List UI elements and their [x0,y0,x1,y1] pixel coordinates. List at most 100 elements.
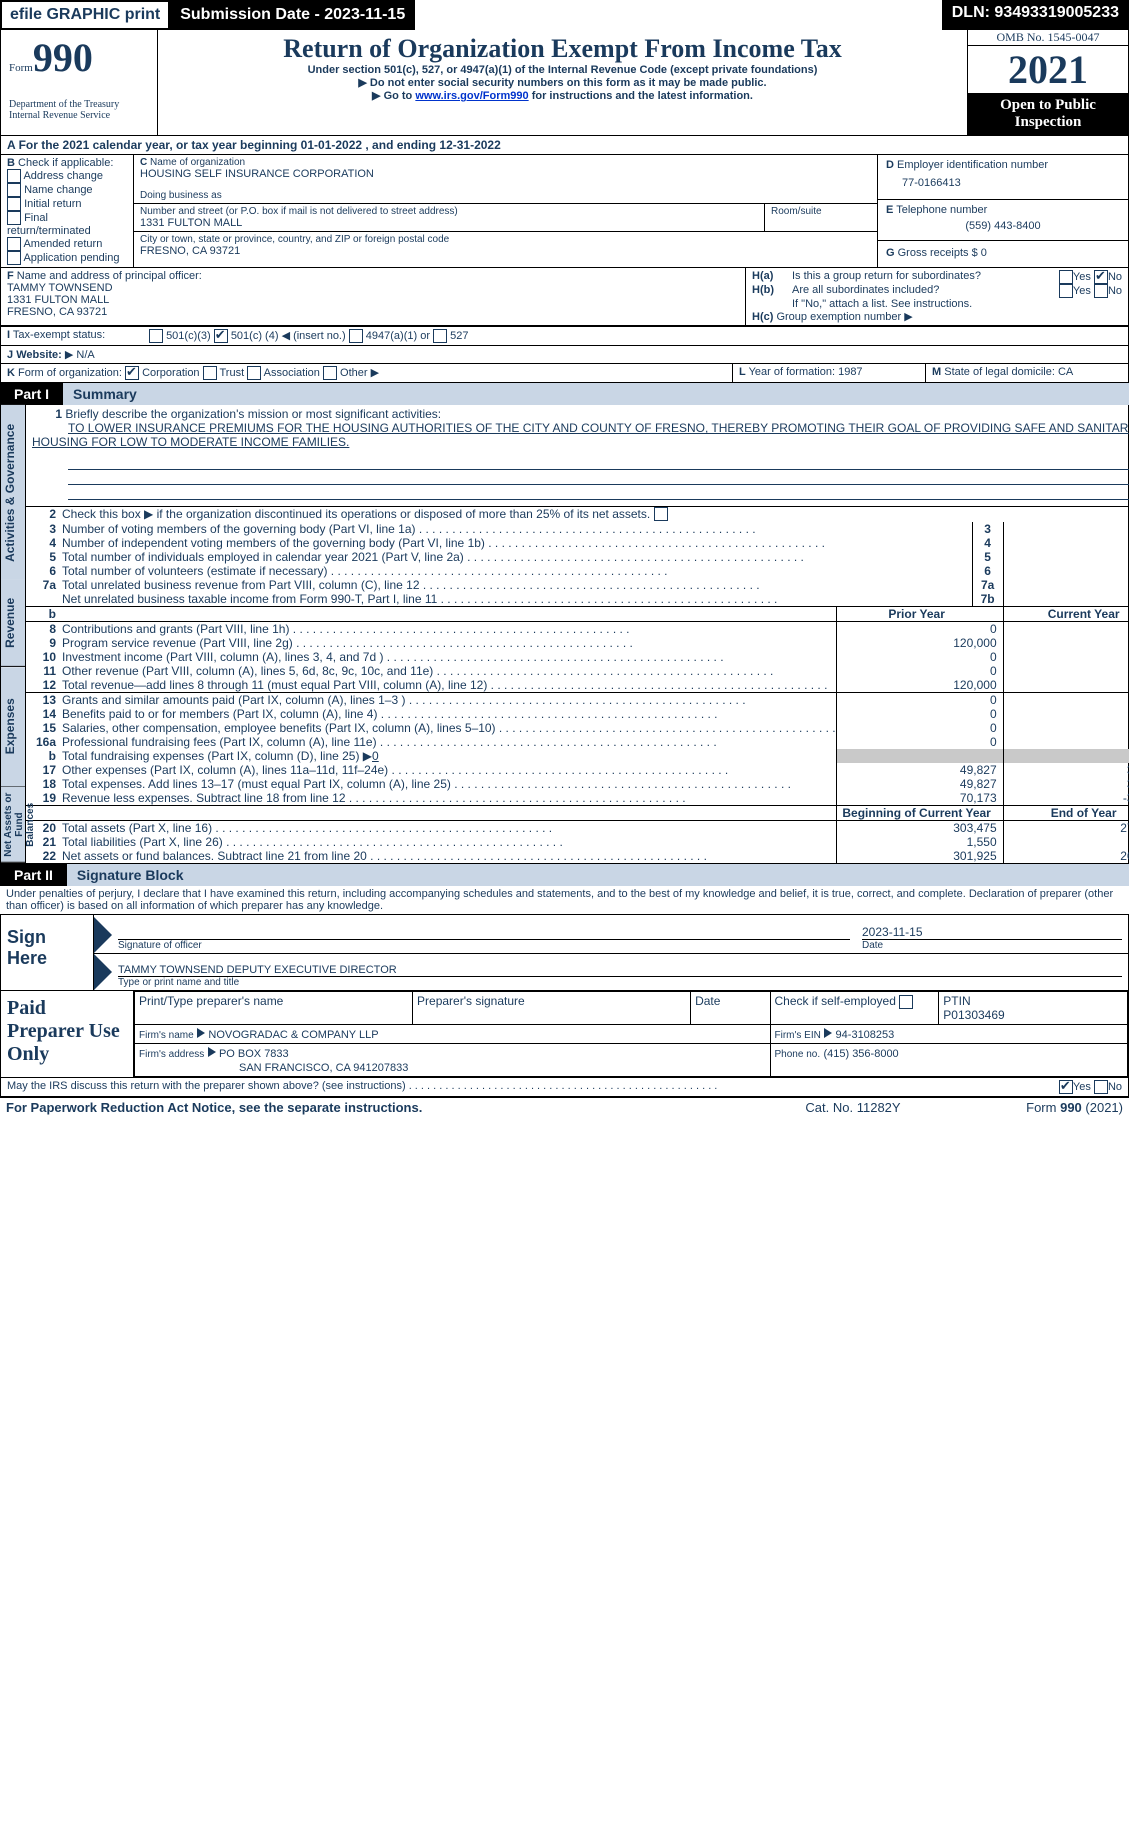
footer-right: Form 990 (2021) [943,1100,1123,1115]
c13: 0 [1003,693,1129,707]
eoy-hdr: End of Year [1003,806,1129,820]
p10: 0 [836,650,1003,664]
ein: 77-0166413 [886,171,1120,195]
hb-no[interactable] [1094,284,1108,298]
header-row: Form990 Department of the Treasury Inter… [0,30,1129,136]
mission-text: TO LOWER INSURANCE PREMIUMS FOR THE HOUS… [32,421,1129,449]
city: FRESNO, CA 93721 [140,245,871,257]
summary-grid: Activities & Governance Revenue Expenses… [0,405,1129,864]
website-val: N/A [76,349,94,361]
trust-check[interactable] [203,366,217,380]
dba-lbl: Doing business as [140,190,871,201]
officer-lbl: Name and address of principal officer: [17,270,202,282]
line9: Program service revenue (Part VIII, line… [62,636,836,650]
corp-check[interactable] [125,366,139,380]
self-emp-check[interactable] [899,995,913,1009]
c9: 0 [1003,636,1129,650]
line21: Total liabilities (Part X, line 26) [62,835,836,849]
yes-lbl2: Yes [1073,285,1091,297]
line2-check[interactable] [654,507,668,521]
other-check[interactable] [323,366,337,380]
officer-print-name: TAMMY TOWNSEND DEPUTY EXECUTIVE DIRECTOR [118,964,1122,976]
discuss-row: May the IRS discuss this return with the… [0,1078,1129,1097]
line19: Revenue less expenses. Subtract line 18 … [62,791,836,805]
final-return-check[interactable] [7,211,21,225]
form-org-lbl: Form of organization: [18,367,122,379]
sig-arrow-icon-2 [94,954,112,990]
initial-return-check[interactable] [7,197,21,211]
tax-status-lbl: Tax-exempt status: [13,329,105,341]
section-h: H(a)Is this a group return for subordina… [746,268,1128,325]
part2-title: Signature Block [67,864,1129,886]
arrow-icon-3 [208,1047,216,1057]
p8: 0 [836,622,1003,636]
dln-label: DLN: [952,4,990,21]
name-change-check[interactable] [7,183,21,197]
ha-yes[interactable] [1059,270,1073,284]
addr-change-lbl: Address change [23,170,103,182]
no-lbl3: No [1108,1081,1122,1093]
discuss-text: May the IRS discuss this return with the… [1,1078,956,1096]
p15: 0 [836,721,1003,735]
arrow-icon-2 [824,1028,832,1038]
line2: Check this box ▶ if the organization dis… [62,507,650,521]
hb-yes[interactable] [1059,284,1073,298]
domicile-lbl: State of legal domicile: [944,366,1055,378]
side-netassets: Net Assets or Fund Balances [1,787,25,863]
other-lbl: Other [340,367,368,379]
part2-tab: Part II [0,864,67,886]
p11: 0 [836,664,1003,678]
527-check[interactable] [433,329,447,343]
v5: 0 [1003,550,1129,564]
c12: 0 [1003,678,1129,692]
c11: 0 [1003,664,1129,678]
footer-cat: Cat. No. 11282Y [763,1100,943,1115]
firm-name-cell: Firm's name NOVOGRADAC & COMPANY LLP [135,1025,771,1044]
c22: 264,991 [1003,849,1129,863]
b-label: Check if applicable: [18,157,113,169]
ha-no[interactable] [1094,270,1108,284]
ein-lbl: Employer identification number [897,159,1048,171]
prep-name-hdr: Print/Type preparer's name [135,992,413,1025]
street: 1331 FULTON MALL [140,217,758,229]
klm-block: K Form of organization: Corporation Trus… [0,364,1129,383]
assoc-check[interactable] [247,366,261,380]
subtitle-1: Under section 501(c), 527, or 4947(a)(1)… [166,64,959,76]
domicile: CA [1058,366,1073,378]
form-number: 990 [33,35,93,80]
app-pending-lbl: Application pending [23,252,119,264]
section-j: J Website: ▶ N/A [0,346,1129,364]
addr-change-check[interactable] [7,169,21,183]
c17: 36,934 [1003,763,1129,777]
section-b: B Check if applicable: Address change Na… [1,155,134,267]
501c3-check[interactable] [149,329,163,343]
c21: 6,250 [1003,835,1129,849]
section-i: I Tax-exempt status: 501(c)(3) 501(c) (4… [0,326,1129,346]
501c-check[interactable] [214,329,228,343]
side-labels: Activities & Governance Revenue Expenses… [1,405,25,863]
v6: 0 [1003,564,1129,578]
efile-print-btn[interactable]: efile GRAPHIC print [0,0,170,30]
corp-lbl: Corporation [142,367,199,379]
amended-return-lbl: Amended return [23,238,102,250]
line20: Total assets (Part X, line 16) [62,821,836,835]
discuss-yes[interactable] [1059,1080,1073,1094]
4947-check[interactable] [349,329,363,343]
amended-return-check[interactable] [7,237,21,251]
line17: Other expenses (Part IX, column (A), lin… [62,763,836,777]
discuss-no[interactable] [1094,1080,1108,1094]
p16a: 0 [836,735,1003,749]
app-pending-check[interactable] [7,251,21,265]
subtitle-3: Go to www.irs.gov/Form990 for instructio… [166,89,959,102]
firm-phone: (415) 356-8000 [823,1048,898,1060]
c8: 0 [1003,622,1129,636]
fh-block: F Name and address of principal officer:… [0,268,1129,326]
paid-preparer-lbl: Paid Preparer Use Only [1,991,133,1077]
p12: 120,000 [836,678,1003,692]
line7b: Net unrelated business taxable income fr… [62,592,972,606]
c18: 36,934 [1003,777,1129,791]
ptin: P01303469 [943,1008,1004,1022]
irs-link[interactable]: www.irs.gov/Form990 [415,90,528,102]
line-a-text: For the 2021 calendar year, or tax year … [19,138,501,152]
501c3-lbl: 501(c)(3) [166,330,211,342]
